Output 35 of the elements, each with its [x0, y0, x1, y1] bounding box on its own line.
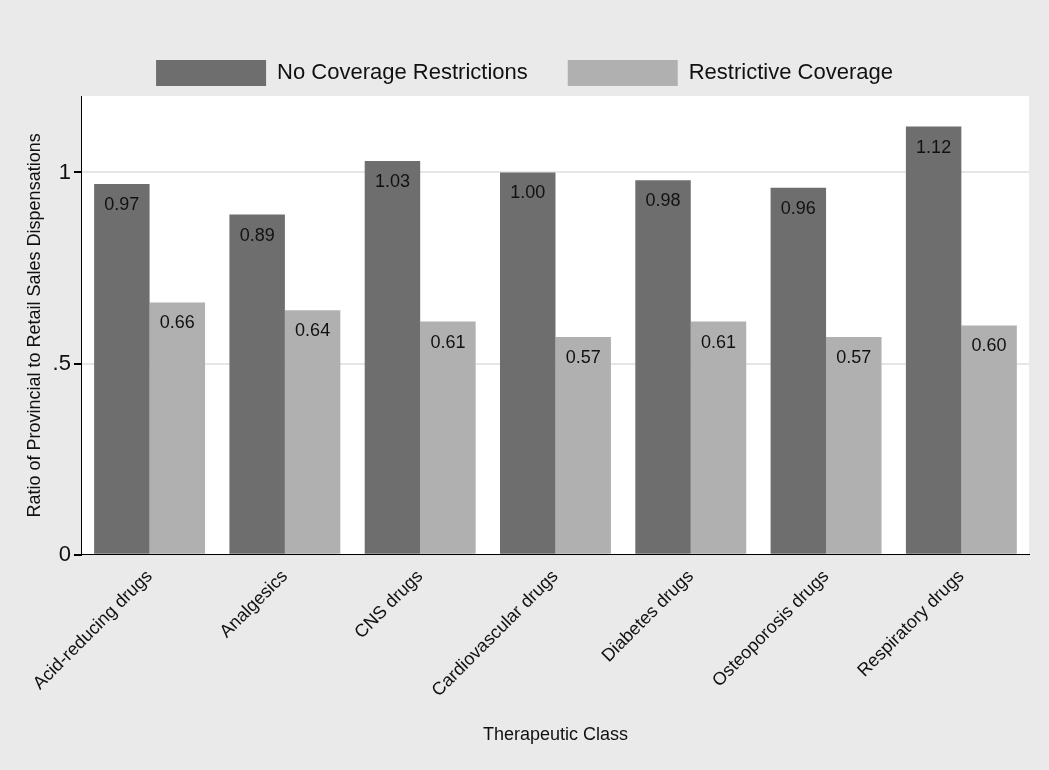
data-label: 0.57 [565, 346, 601, 367]
x-axis-title: Therapeutic Class [482, 724, 629, 745]
data-label: 0.64 [295, 320, 331, 341]
data-label: 1.12 [916, 136, 952, 157]
bar [635, 180, 691, 554]
bar [229, 214, 285, 554]
data-label: 1.00 [510, 182, 546, 203]
bar [284, 310, 341, 554]
legend-label: No Coverage Restrictions [277, 59, 528, 85]
data-label: 0.61 [430, 331, 466, 352]
bar [364, 161, 421, 554]
bar [555, 336, 611, 554]
bar [826, 336, 882, 554]
data-label: 0.97 [104, 193, 140, 214]
bar [420, 321, 476, 554]
y-tick-label: 1 [58, 158, 71, 184]
data-label: 1.03 [374, 170, 410, 191]
data-label: 0.60 [971, 335, 1007, 356]
bar [149, 302, 206, 554]
bar [500, 172, 556, 554]
legend-label: Restrictive Coverage [688, 59, 893, 85]
bar [961, 325, 1017, 554]
data-label: 0.66 [159, 312, 195, 333]
bar [905, 126, 962, 554]
y-tick-label: 0 [58, 540, 71, 566]
bar [690, 321, 747, 554]
bar [94, 183, 150, 554]
y-axis-title: Ratio of Provincial to Retail Sales Dispensations [23, 133, 44, 518]
data-label: 0.57 [836, 346, 872, 367]
bar [770, 187, 827, 554]
data-label: 0.96 [780, 197, 816, 218]
data-label: 0.61 [700, 331, 737, 352]
data-label: 0.89 [239, 224, 275, 245]
y-tick-label: .5 [52, 349, 71, 375]
data-label: 0.98 [645, 190, 681, 211]
